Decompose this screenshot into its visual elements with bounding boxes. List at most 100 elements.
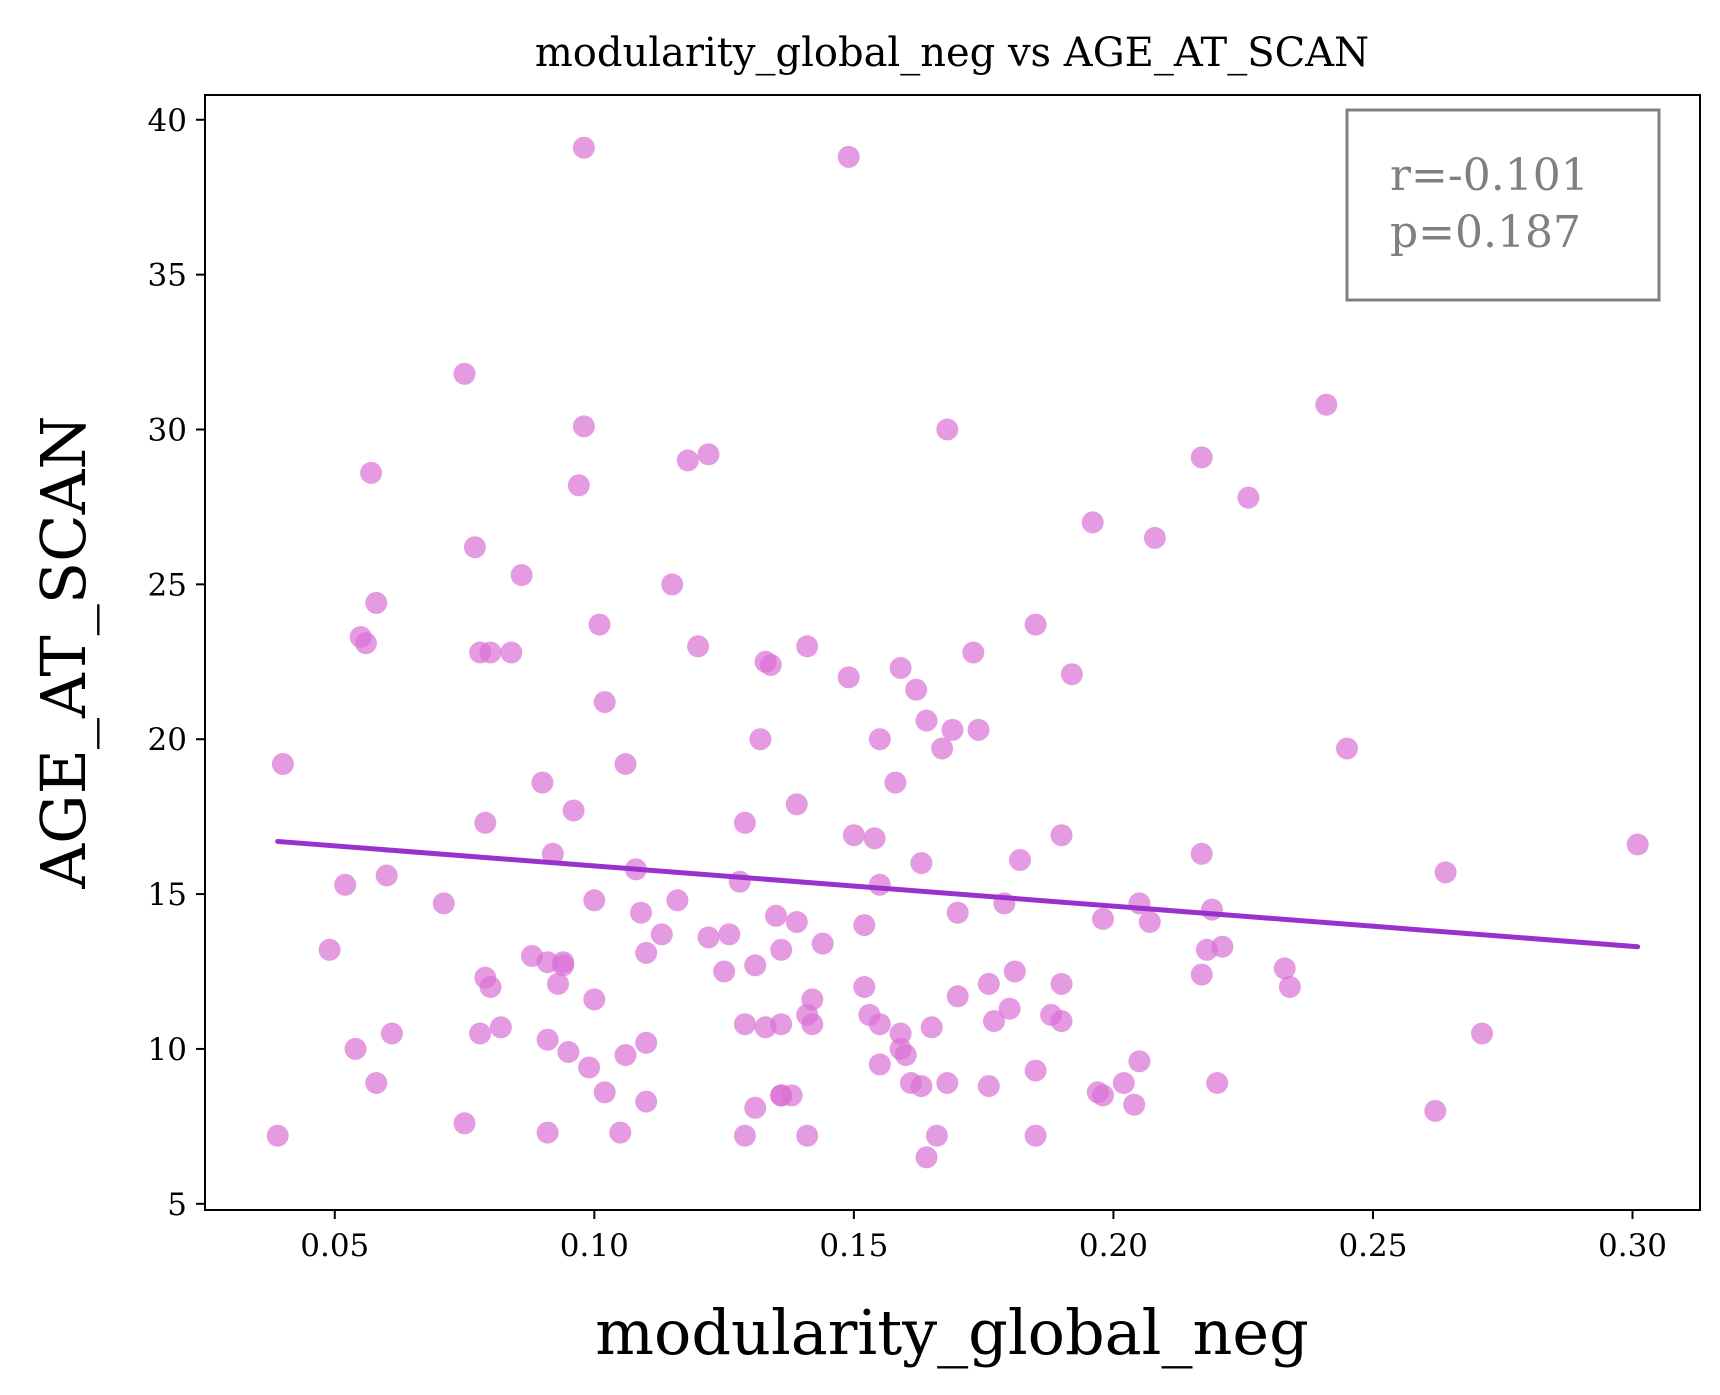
data-point bbox=[801, 1013, 824, 1036]
data-point bbox=[915, 709, 938, 732]
data-point bbox=[531, 771, 554, 794]
y-tick-label: 40 bbox=[148, 103, 187, 139]
data-point bbox=[946, 985, 969, 1008]
data-point bbox=[266, 1124, 289, 1147]
stats-r-value: r=-0.101 bbox=[1390, 150, 1589, 201]
data-point bbox=[1626, 833, 1649, 856]
data-point bbox=[936, 418, 959, 441]
data-point bbox=[614, 1044, 637, 1067]
y-tick-label: 5 bbox=[167, 1187, 187, 1223]
data-point bbox=[572, 415, 595, 438]
data-point bbox=[749, 728, 772, 751]
data-point bbox=[463, 536, 486, 559]
data-point bbox=[1060, 663, 1083, 686]
data-point bbox=[609, 1121, 632, 1144]
data-point bbox=[1050, 824, 1073, 847]
data-point bbox=[588, 613, 611, 636]
data-point bbox=[1471, 1022, 1493, 1045]
data-point bbox=[1138, 911, 1161, 933]
data-point bbox=[744, 1096, 767, 1119]
points-layer bbox=[266, 136, 1649, 1169]
data-point bbox=[630, 901, 652, 924]
y-tick-label: 15 bbox=[148, 877, 187, 913]
data-point bbox=[910, 1075, 933, 1098]
x-axis-label: modularity_global_neg bbox=[595, 1296, 1309, 1369]
data-point bbox=[666, 889, 689, 912]
data-point bbox=[650, 923, 673, 946]
data-point bbox=[811, 932, 834, 955]
data-point bbox=[983, 1010, 1005, 1033]
data-point bbox=[853, 914, 876, 937]
data-point bbox=[1336, 737, 1358, 760]
data-point bbox=[547, 972, 569, 995]
data-point bbox=[1086, 1081, 1109, 1104]
y-axis-ticks: 5 10 15 20 25 30 35 40 bbox=[148, 103, 205, 1223]
data-point bbox=[1190, 963, 1213, 986]
data-point bbox=[567, 474, 590, 497]
data-point bbox=[354, 632, 377, 655]
regression-layer bbox=[275, 838, 1641, 950]
data-point bbox=[676, 449, 699, 472]
data-point bbox=[889, 657, 912, 679]
data-point bbox=[1190, 842, 1213, 865]
x-tick-label: 0.20 bbox=[1079, 1228, 1148, 1264]
data-point bbox=[1024, 1059, 1047, 1082]
data-point bbox=[998, 997, 1021, 1020]
data-point bbox=[1112, 1072, 1135, 1094]
data-point bbox=[796, 635, 819, 658]
data-point bbox=[1092, 907, 1114, 930]
data-point bbox=[1201, 898, 1223, 921]
x-tick-label: 0.30 bbox=[1598, 1228, 1667, 1264]
data-point bbox=[635, 941, 658, 964]
stats-legend-box: r=-0.101 p=0.187 bbox=[1345, 108, 1661, 302]
data-point bbox=[500, 641, 523, 664]
data-point bbox=[910, 852, 933, 875]
data-point bbox=[1128, 1050, 1151, 1073]
data-point bbox=[614, 753, 637, 775]
data-point bbox=[557, 1041, 580, 1063]
data-point bbox=[318, 938, 341, 961]
data-point bbox=[489, 1016, 512, 1039]
data-point bbox=[796, 1124, 819, 1147]
data-point bbox=[977, 972, 1000, 995]
data-point bbox=[536, 1028, 559, 1051]
data-point bbox=[733, 1013, 756, 1036]
x-tick-label: 0.15 bbox=[819, 1228, 888, 1264]
data-point bbox=[1009, 849, 1031, 871]
stats-p-value: p=0.187 bbox=[1390, 207, 1581, 258]
data-point bbox=[661, 573, 684, 596]
data-point bbox=[1206, 1072, 1229, 1094]
data-point bbox=[920, 1016, 943, 1039]
data-point bbox=[718, 923, 741, 946]
data-point bbox=[837, 666, 860, 689]
data-point bbox=[1050, 972, 1073, 995]
y-axis-label: AGE_AT_SCAN bbox=[27, 415, 100, 889]
data-point bbox=[977, 1075, 1000, 1098]
data-point bbox=[868, 873, 891, 896]
data-point bbox=[889, 1022, 912, 1045]
data-point bbox=[479, 641, 502, 664]
data-point bbox=[733, 811, 756, 834]
x-tick-label: 0.05 bbox=[300, 1228, 369, 1264]
data-point bbox=[635, 1090, 658, 1113]
data-point bbox=[453, 362, 476, 385]
data-point bbox=[863, 827, 886, 850]
data-point bbox=[1278, 976, 1301, 998]
data-point bbox=[583, 988, 606, 1011]
data-point bbox=[1123, 1093, 1146, 1116]
data-point bbox=[453, 1112, 476, 1135]
data-point bbox=[593, 1081, 616, 1104]
data-point bbox=[1211, 935, 1234, 958]
data-point bbox=[936, 1072, 959, 1094]
data-point bbox=[380, 1022, 403, 1045]
data-point bbox=[785, 911, 808, 933]
data-point bbox=[1143, 526, 1166, 549]
data-point bbox=[713, 960, 736, 983]
data-point bbox=[697, 926, 720, 949]
data-point bbox=[770, 1013, 793, 1036]
data-point bbox=[432, 892, 455, 915]
data-point bbox=[853, 976, 876, 998]
data-point bbox=[733, 1124, 756, 1147]
data-point bbox=[785, 793, 808, 816]
data-point bbox=[360, 461, 383, 484]
